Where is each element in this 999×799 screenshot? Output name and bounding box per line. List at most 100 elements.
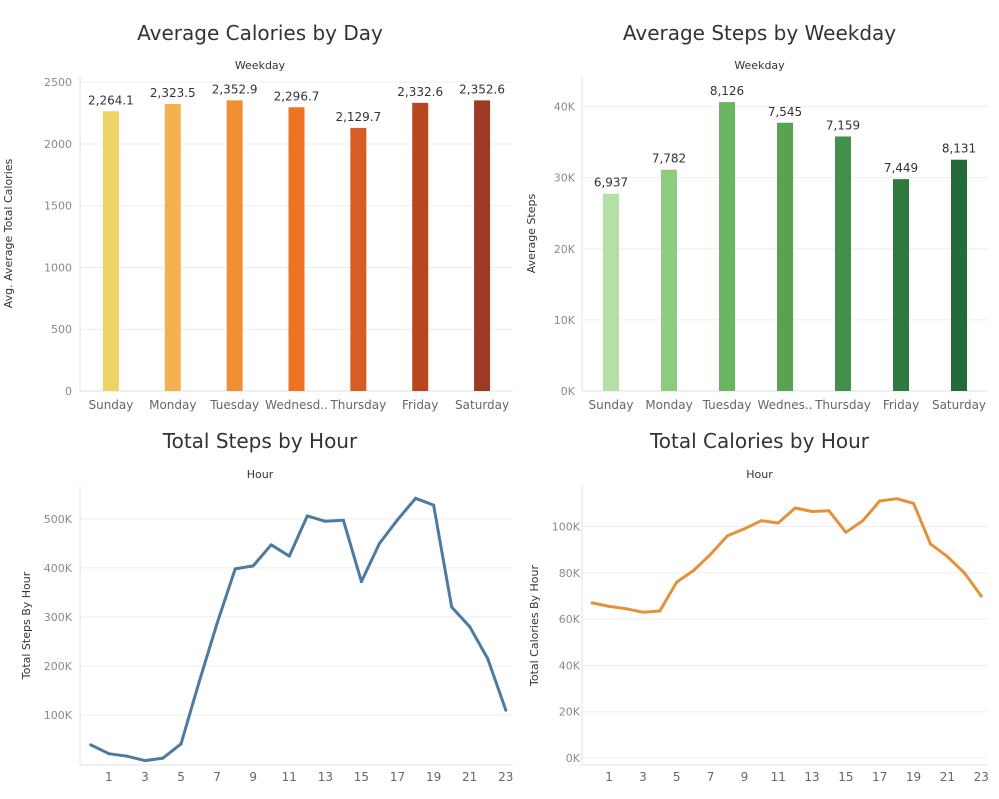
x-axis-title: Weekday — [734, 59, 785, 72]
data-point — [658, 609, 662, 613]
data-point — [945, 555, 949, 559]
y-tick-label: 40K — [559, 659, 581, 672]
steps-by-weekday-panel: Average Steps by Weekday Weekday 0K 10K 20… — [520, 0, 999, 420]
data-point — [504, 708, 508, 712]
y-tick-label: 500 — [51, 323, 72, 336]
y-tick-label: 0 — [65, 385, 72, 398]
data-point — [468, 625, 472, 629]
data-point — [742, 527, 746, 531]
y-tick-label: 20K — [559, 706, 581, 719]
x-tick-label: 19 — [426, 770, 441, 784]
y-tick-label: 300K — [44, 611, 73, 624]
x-tick-label: 11 — [771, 770, 786, 784]
x-axis-title: Hour — [246, 468, 274, 481]
data-point — [692, 569, 696, 573]
x-tick-label: 9 — [249, 770, 257, 784]
x-tick-label: 15 — [354, 770, 369, 784]
x-category-label: Sunday — [88, 398, 133, 412]
x-category-label: Saturday — [932, 398, 986, 412]
x-tick-label: 13 — [318, 770, 333, 784]
bar — [951, 159, 967, 391]
data-point — [251, 564, 255, 568]
y-tick-label: 2000 — [44, 138, 72, 151]
series-line — [89, 496, 508, 763]
x-tick-label: 3 — [141, 770, 149, 784]
steps-by-weekday-chart: 0K 10K 20K 30K 40K Average Steps 6,937 Sunday 7,… — [525, 76, 988, 412]
y-axis-title: Total Steps By Hour — [20, 571, 33, 680]
data-point — [197, 680, 201, 684]
y-tick-label: 200K — [44, 660, 73, 673]
x-tick-label: 1 — [605, 770, 613, 784]
data-point — [377, 541, 381, 545]
x-tick-label: 21 — [462, 770, 477, 784]
y-tick-label: 60K — [559, 613, 581, 626]
bar — [893, 179, 909, 391]
bar — [288, 107, 305, 391]
calories-by-day-panel: Average Calories by Day Weekday 0 500 1000… — [0, 0, 520, 420]
x-tick-label: 21 — [940, 770, 955, 784]
data-point — [269, 543, 273, 547]
calories-by-hour-chart: 0K 20K 40K 60K 80K 100K Total Calories By Hour… — [528, 486, 989, 784]
x-axis-title: Hour — [746, 468, 773, 481]
x-tick-label: 15 — [838, 770, 853, 784]
bar — [350, 127, 367, 392]
data-point — [143, 759, 147, 763]
x-category-label: Thursday — [814, 398, 871, 412]
bar — [412, 102, 429, 392]
bar — [164, 103, 181, 392]
x-category-label: Tuesday — [209, 398, 259, 412]
data-point — [305, 514, 309, 518]
x-tick-label: 11 — [282, 770, 297, 784]
data-point — [486, 657, 490, 661]
data-point — [215, 621, 219, 625]
series-line — [590, 497, 983, 614]
bar — [102, 111, 119, 391]
x-tick-label: 9 — [741, 770, 749, 784]
bar — [474, 100, 491, 391]
x-tick-label: 23 — [498, 770, 513, 784]
bar — [226, 100, 243, 391]
data-point — [878, 499, 882, 503]
data-label: 2,129.7 — [335, 110, 381, 124]
x-tick-label: 1 — [105, 770, 113, 784]
data-label: 2,296.7 — [274, 89, 320, 103]
data-point — [287, 554, 291, 558]
data-point — [675, 580, 679, 584]
x-tick-label: 5 — [673, 770, 681, 784]
y-tick-label: 400K — [44, 562, 73, 575]
data-point — [179, 742, 183, 746]
bar — [719, 102, 735, 391]
y-tick-label: 40K — [554, 101, 576, 114]
x-tick-label: 17 — [390, 770, 405, 784]
y-tick-label: 1500 — [44, 200, 72, 213]
steps-by-hour-chart: 100K 200K 300K 400K 500K Total Steps By Hour 1… — [20, 486, 513, 784]
data-point — [725, 534, 729, 538]
x-category-label: Wednes.. — [757, 398, 812, 412]
bar — [777, 122, 793, 391]
data-point — [641, 610, 645, 614]
data-point — [861, 519, 865, 523]
y-tick-label: 80K — [559, 567, 581, 580]
y-tick-label: 1000 — [44, 261, 72, 274]
data-point — [895, 497, 899, 501]
data-point — [962, 571, 966, 575]
data-point — [89, 743, 93, 747]
data-label: 8,131 — [942, 142, 976, 156]
x-tick-label: 5 — [177, 770, 185, 784]
data-point — [396, 518, 400, 522]
x-category-label: Thursday — [329, 398, 386, 412]
data-point — [590, 601, 594, 605]
data-label: 2,352.9 — [212, 82, 258, 96]
bar — [835, 136, 851, 391]
x-category-label: Monday — [149, 398, 196, 412]
x-tick-label: 17 — [872, 770, 887, 784]
data-point — [607, 604, 611, 608]
data-point — [233, 567, 237, 571]
data-point — [810, 509, 814, 513]
data-point — [323, 519, 327, 523]
y-axis-title: Total Calories By Hour — [528, 565, 541, 687]
steps-by-hour-panel: Total Steps by Hour Hour 100K 200K 300K 400… — [0, 420, 520, 799]
data-point — [827, 509, 831, 513]
data-label: 7,545 — [768, 105, 802, 119]
y-axis-title: Average Steps — [525, 194, 538, 274]
